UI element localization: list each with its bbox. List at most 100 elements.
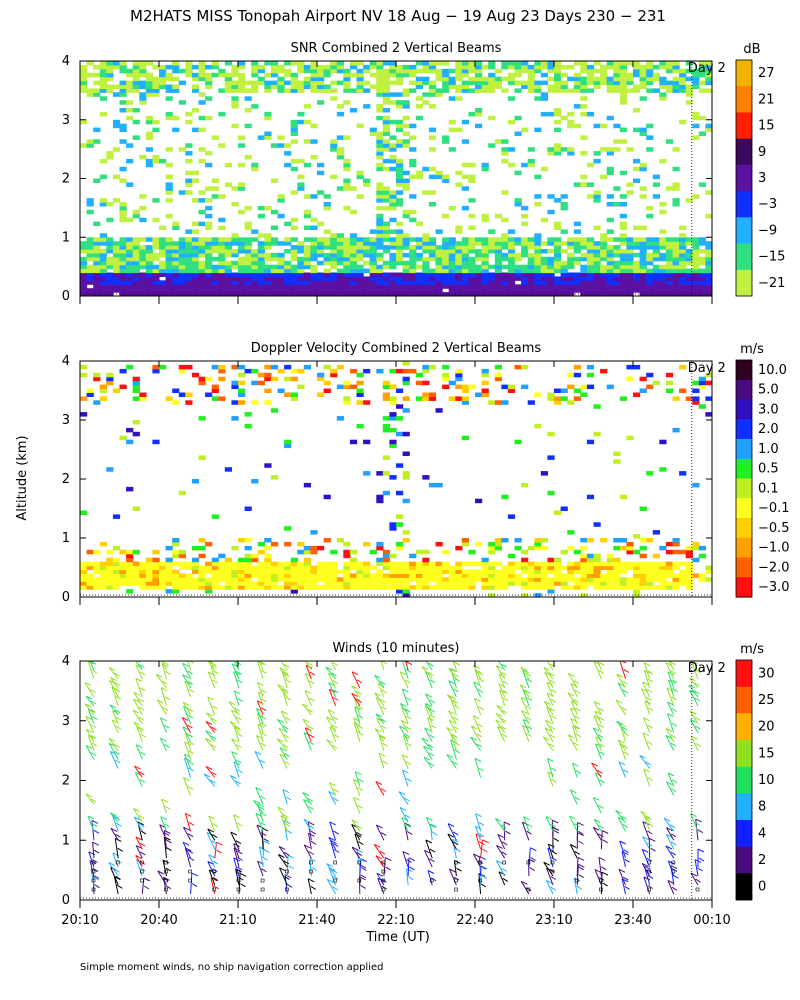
heatmap-cell [205,96,213,101]
heatmap-cell [567,272,575,277]
heatmap-cell [554,147,562,152]
colorbar-swatch [736,793,752,821]
heatmap-cell [481,581,489,586]
heatmap-cell [461,256,469,262]
heatmap-cell [389,276,397,281]
heatmap-cell [376,498,384,504]
wind-barb [182,777,194,796]
heatmap-cell [224,249,232,254]
heatmap-cell [501,577,509,582]
heatmap-cell [534,256,542,262]
heatmap-cell [567,64,575,70]
heatmap-cell [580,104,588,109]
heatmap-cell [692,260,700,266]
heatmap-cell [521,80,529,86]
wind-barb [183,826,194,841]
wind-barb [278,727,290,742]
heatmap-cell [356,245,364,250]
heatmap-cell [442,585,450,590]
heatmap-cell [126,84,134,89]
heatmap-cell [224,585,232,590]
heatmap-cell [93,178,101,183]
heatmap-cell [257,268,265,274]
heatmap-cell [633,108,641,113]
heatmap-cell [540,569,548,574]
heatmap-cell [442,260,450,266]
heatmap-cell [330,241,338,246]
wind-barb [478,873,486,895]
heatmap-cell [461,272,469,277]
heatmap-cell [685,88,693,93]
heatmap-cell [501,64,509,70]
heatmap-cell [224,260,232,266]
colorbar-unit: m/s [740,642,764,657]
heatmap-cell [389,68,397,74]
heatmap-cell [356,400,364,405]
heatmap-cell [659,288,667,293]
heatmap-cell [606,76,614,82]
heatmap-cell [218,143,226,148]
heatmap-cell [633,178,641,183]
heatmap-cell [185,68,193,74]
colorbar-swatch [736,820,752,848]
heatmap-cell [231,380,239,386]
heatmap-cell [330,585,338,590]
heatmap-cell [178,68,186,74]
wind-barb [401,754,412,769]
heatmap-cell [580,538,588,543]
heatmap-cell [376,577,384,582]
heatmap-cell [422,280,430,285]
heatmap-cell [126,549,134,555]
heatmap-cell [639,166,647,172]
heatmap-cell [501,61,509,66]
heatmap-cell [119,241,127,246]
heatmap-cell [238,538,246,543]
heatmap-cell [540,538,548,543]
heatmap-cell [145,569,153,574]
heatmap-cell [501,241,509,246]
heatmap-cell [501,256,509,262]
heatmap-cell [580,237,588,242]
heatmap-cell [567,284,575,289]
heatmap-cell [284,276,292,281]
heatmap-cell [475,292,483,296]
heatmap-cell [698,577,706,582]
heatmap-cell [191,108,200,113]
heatmap-cell [264,205,272,211]
heatmap-cell [165,280,173,285]
heatmap-cell [468,577,476,582]
heatmap-cell [698,268,706,274]
heatmap-cell [685,252,693,258]
heatmap-cell [633,64,641,70]
heatmap-cell [86,241,94,246]
heatmap-cell [698,61,706,66]
colorbar-label: 8 [758,800,766,815]
heatmap-cell [277,280,285,285]
heatmap-cell [251,276,259,281]
heatmap-cell [363,471,371,476]
heatmap-cell [580,151,588,156]
heatmap-cell [205,252,213,258]
heatmap-cell [422,80,430,86]
wind-barb [600,830,609,850]
heatmap-cell [343,68,351,74]
heatmap-cell [382,194,390,199]
heatmap-cell [172,84,180,89]
heatmap-cell [178,241,186,246]
heatmap-cell [475,61,483,66]
heatmap-cell [376,569,384,574]
y-axis-label: Altitude (km) [15,435,30,520]
heatmap-cell [382,225,390,230]
heatmap-cell [613,581,621,586]
heatmap-cell [231,96,239,101]
heatmap-cell [290,368,298,374]
heatmap-cell [185,170,193,176]
heatmap-cell [435,573,443,578]
heatmap-cell [205,256,213,262]
heatmap-cell [198,280,206,285]
heatmap-cell [297,292,305,296]
colorbar-label: 9 [758,145,766,160]
heatmap-cell [402,68,410,74]
heatmap-cell [376,272,384,277]
wind-barb [383,857,392,877]
